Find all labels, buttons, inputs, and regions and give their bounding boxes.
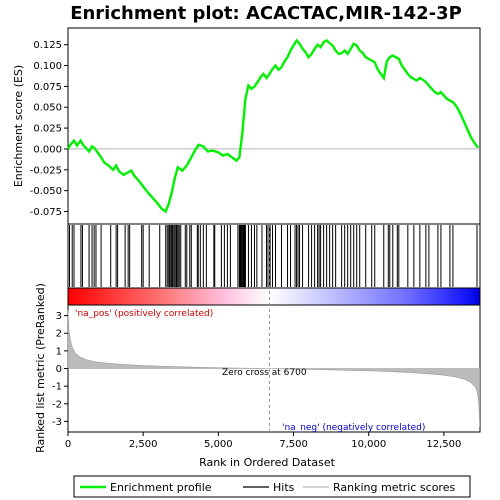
ranking-metric-area	[67, 310, 480, 427]
x-axis-label: Rank in Ordered Dataset	[199, 456, 336, 469]
zero-cross-label: Zero cross at 6700	[222, 368, 307, 378]
es-tick-label: 0.050	[33, 103, 62, 114]
metric-y-axis-label: Ranked list metric (PreRanked)	[34, 283, 47, 453]
x-axis-ticks: 0 2,500 5,000 7,500 10,000 12,500	[65, 432, 461, 450]
metric-tick-label: -2	[52, 399, 62, 410]
legend-profile-label: Enrichment profile	[110, 481, 212, 494]
x-tick-label: 0	[65, 439, 71, 450]
positive-correlation-label: 'na_pos' (positively correlated)	[75, 309, 213, 319]
x-tick-label: 7,500	[279, 439, 308, 450]
legend-box	[73, 475, 471, 498]
es-plot-frame	[67, 27, 481, 225]
legend-hits-label: Hits	[273, 481, 295, 494]
x-tick-label: 2,500	[129, 439, 158, 450]
es-y-axis-label: Enrichment score (ES)	[12, 65, 25, 187]
enrichment-profile-line	[66, 38, 480, 214]
es-tick-label: 0.075	[33, 82, 62, 93]
negative-correlation-label: 'na_neg' (negatively correlated)	[282, 423, 425, 433]
x-tick-label: 12,500	[426, 439, 461, 450]
es-tick-label: 0.100	[33, 61, 62, 72]
es-tick-label: 0.025	[33, 124, 62, 135]
es-tick-label: -0.075	[30, 207, 62, 218]
metric-tick-label: -1	[52, 382, 62, 393]
es-tick-label: 0.000	[33, 144, 62, 155]
metric-tick-label: 0	[56, 364, 62, 375]
hit-marks	[69, 225, 478, 287]
chart-title: Enrichment plot: ACACTAC,MIR-142-3P	[70, 3, 462, 24]
metric-tick-label: 3	[56, 311, 62, 322]
es-y-axis-ticks: -0.075 -0.050 -0.025 0.000 0.025 0.050 0.075 0.…	[30, 40, 68, 218]
es-tick-label: 0.125	[33, 40, 62, 51]
es-tick-label: -0.050	[30, 186, 62, 197]
es-tick-label: -0.025	[30, 165, 62, 176]
metric-tick-label: 2	[56, 329, 62, 340]
x-tick-label: 5,000	[204, 439, 233, 450]
x-tick-label: 10,000	[351, 439, 386, 450]
legend-metric-label: Ranking metric scores	[333, 481, 455, 494]
ranked-list-color-bar	[67, 287, 481, 306]
metric-y-axis-ticks: 3 2 1 0 -1 -2 -3	[52, 311, 68, 428]
metric-tick-label: -3	[52, 417, 62, 428]
hits-frame	[67, 223, 481, 289]
metric-tick-label: 1	[56, 346, 62, 357]
